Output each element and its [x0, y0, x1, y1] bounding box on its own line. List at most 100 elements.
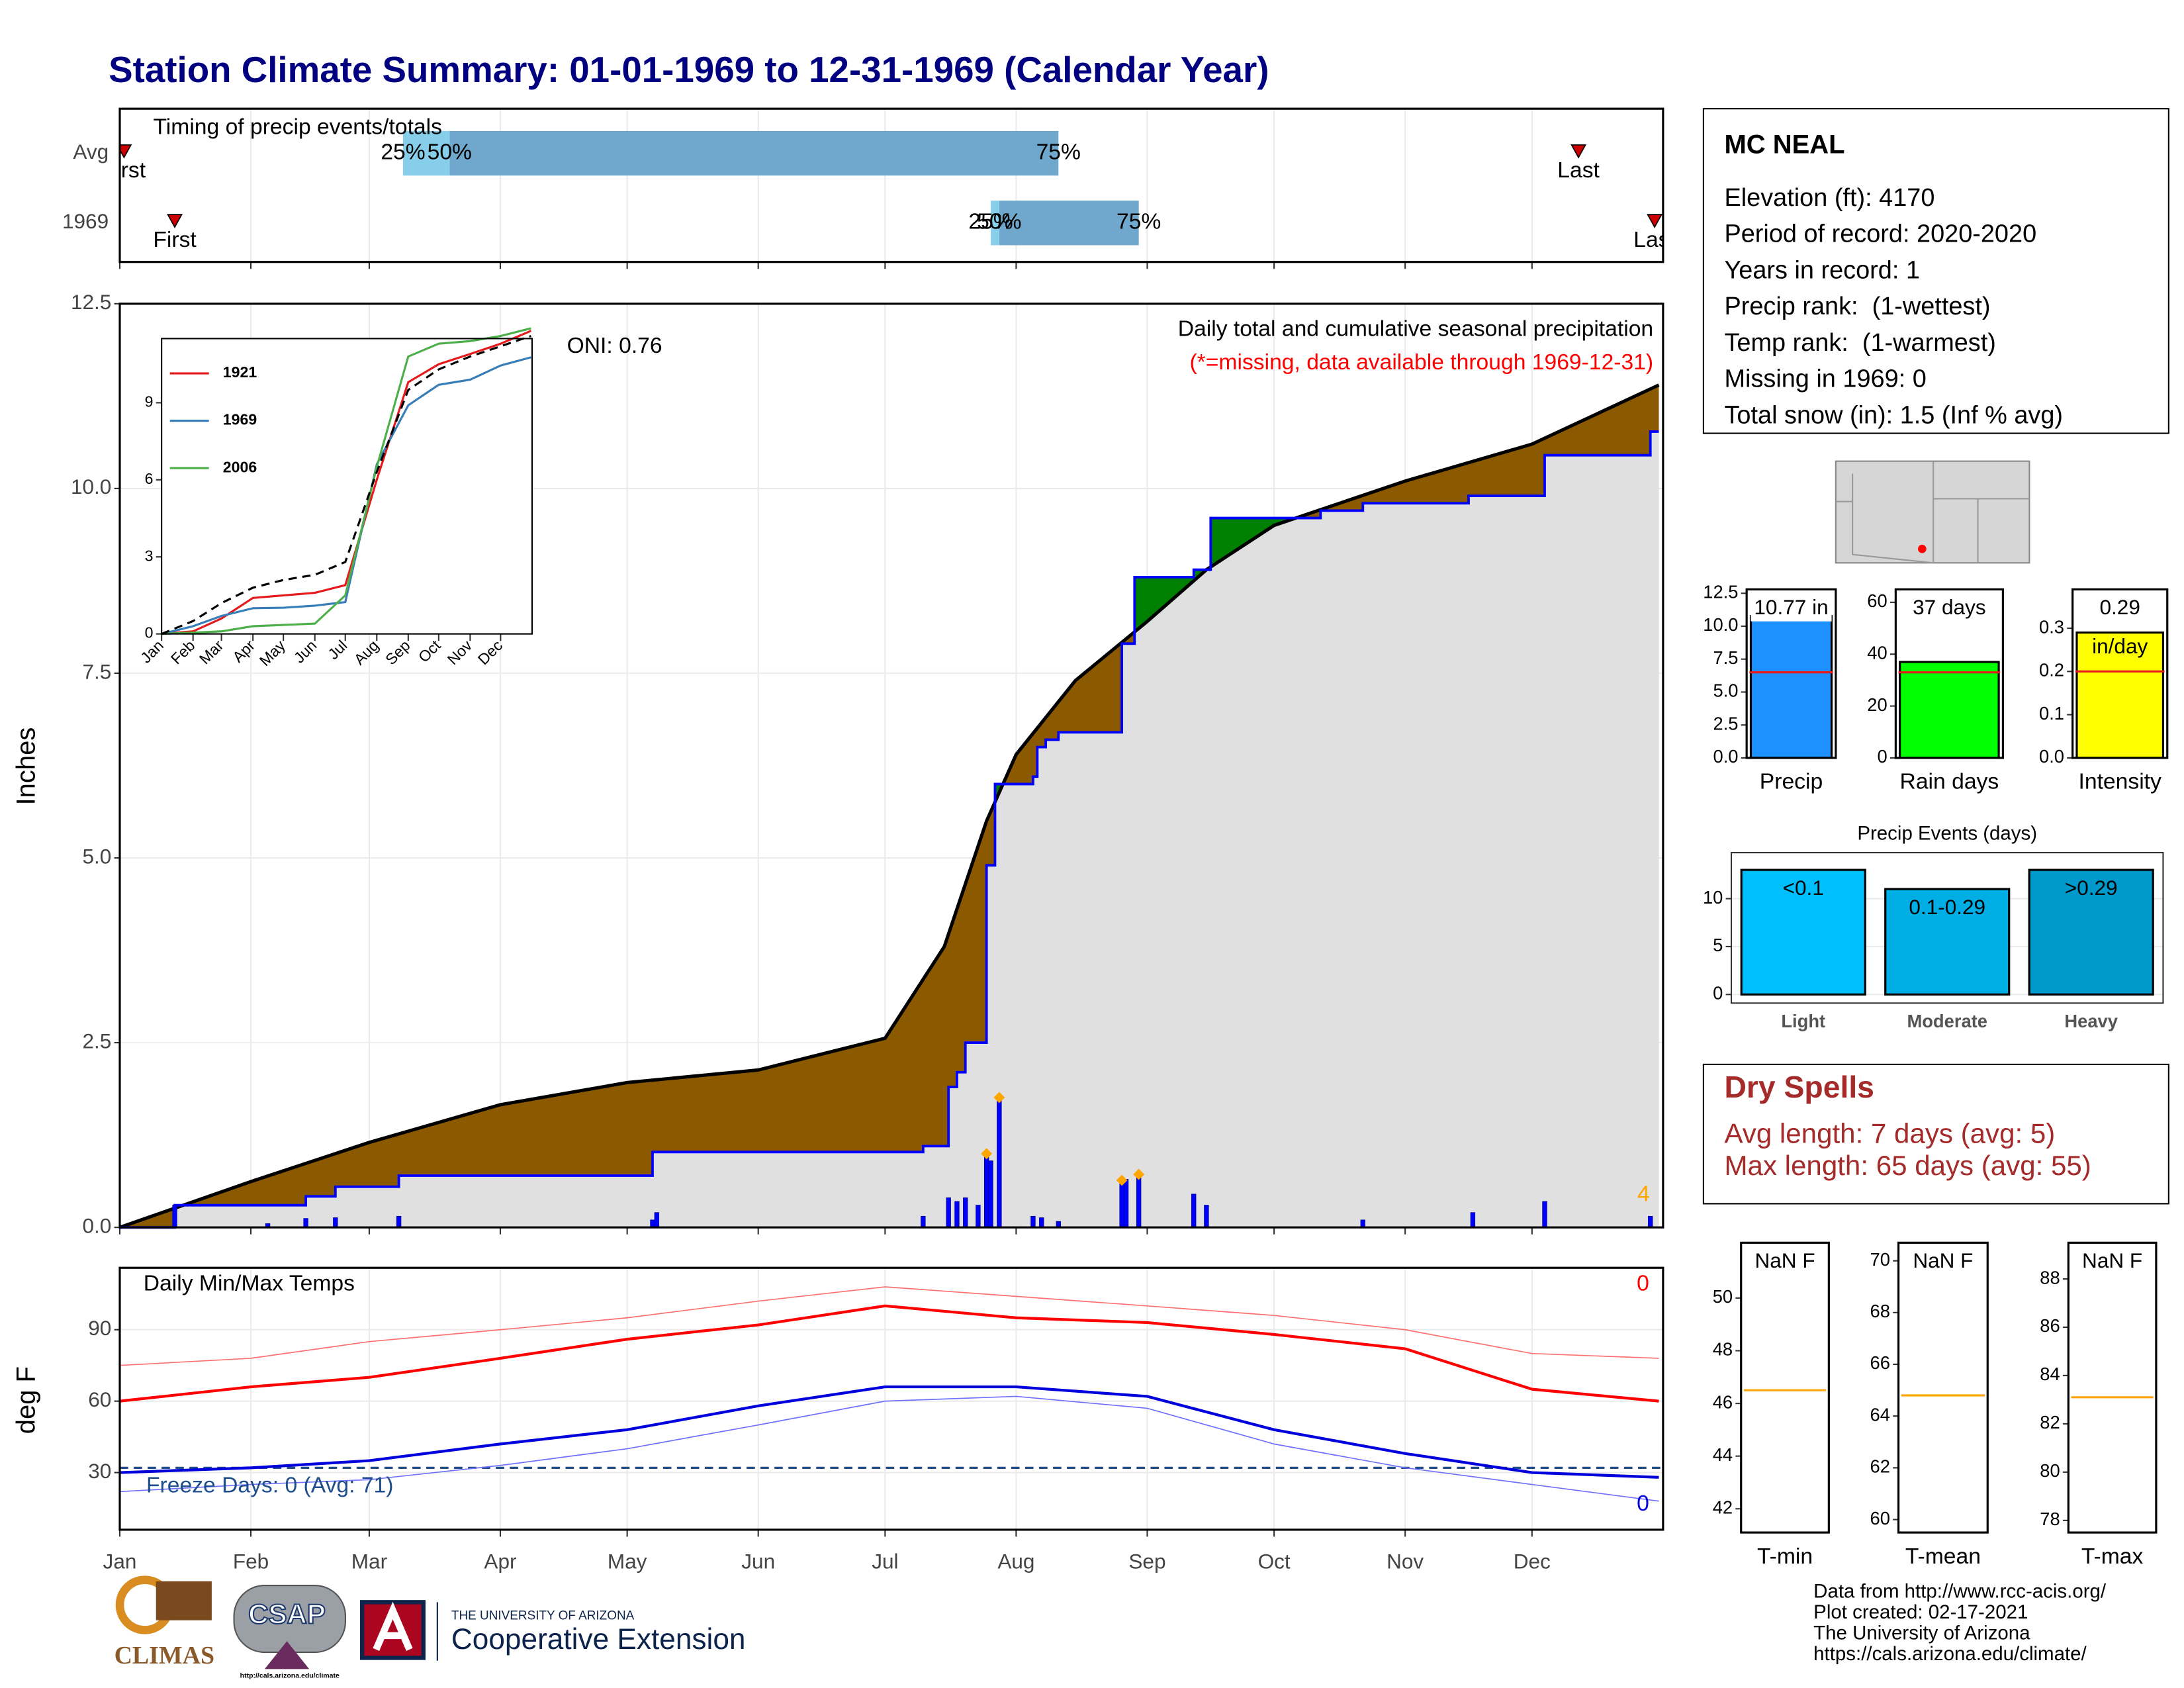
y-tick-label: 2.5 [83, 1029, 112, 1053]
category-label: T-max [2081, 1544, 2144, 1569]
extension-text: Cooperative Extension [451, 1623, 746, 1656]
y-tick-label: 62 [1870, 1456, 1890, 1477]
station-dot [1918, 544, 1927, 553]
category-label: Moderate [1907, 1011, 1987, 1031]
y-tick-label: 0 [145, 624, 154, 641]
annotation: Daily Min/Max Temps [144, 1271, 355, 1295]
panel-border [118, 107, 1664, 263]
panel-border [2071, 588, 2169, 759]
y-tick-label: 86 [2040, 1315, 2060, 1336]
text-line: Temp rank: (1-warmest) [1724, 329, 1995, 357]
value-label-bg [2076, 593, 2163, 622]
daily-bar [988, 1160, 993, 1228]
daily-bar [172, 1205, 177, 1228]
category-label: T-min [1757, 1544, 1813, 1569]
annotation: ONI: 0.76 [567, 334, 662, 358]
x-tick-label: Jun [741, 1550, 775, 1573]
y-tick-label: 0.0 [2039, 746, 2064, 767]
event-label: Last [1633, 228, 1676, 252]
text-line: Precip rank: (1-wettest) [1724, 293, 1990, 320]
ua-text: THE UNIVERSITY OF ARIZONA [451, 1609, 635, 1622]
daily-bar [1360, 1219, 1365, 1228]
x-tick-label: Feb [233, 1550, 269, 1573]
daily-bar [1191, 1194, 1197, 1228]
y-tick-label: 2.5 [1713, 713, 1739, 733]
value-label: 0.29 [2099, 595, 2140, 619]
cumulative-line [119, 383, 1660, 1229]
y-tick-label: 0.0 [83, 1214, 112, 1238]
y-tick-label: 48 [1713, 1339, 1733, 1360]
quartile-bar-low [403, 130, 450, 176]
quartile-bar-high [449, 130, 1059, 176]
text-line: Plot created: 02-17-2021 [1813, 1601, 2028, 1623]
bar-label: >0.29 [2065, 876, 2118, 900]
y-tick-label: 10.0 [1703, 614, 1738, 635]
y-tick-label: 90 [88, 1316, 111, 1340]
panel-border [1894, 588, 2004, 759]
daily-bar [650, 1219, 655, 1228]
panel [2068, 1243, 2156, 1533]
y-tick-label: 84 [2040, 1364, 2060, 1384]
panel [1741, 1243, 1829, 1533]
footer: Data from http://www.rcc-acis.org/Plot c… [1813, 1580, 2107, 1665]
value-label: NaN F [2082, 1248, 2142, 1272]
value-label-bg [1745, 1246, 1825, 1275]
climas-text: CLIMAS [114, 1642, 215, 1669]
y-tick-label: 0.3 [2039, 616, 2064, 637]
x-tick-label: Aug [997, 1550, 1034, 1573]
legend-label: 2006 [223, 458, 257, 475]
y-tick-label: 82 [2040, 1412, 2060, 1432]
x-tick-label: Jan [103, 1550, 137, 1573]
bar [1749, 615, 1833, 759]
value-label-bg [1899, 593, 1999, 622]
panel-border [118, 303, 1664, 1229]
bar [1899, 661, 2000, 759]
row-label: 1969 [62, 209, 109, 233]
value-label: NaN F [1754, 1248, 1815, 1272]
event-label: First [103, 158, 146, 183]
bar [1740, 868, 1866, 996]
value-label: 10.77 in [1754, 595, 1828, 619]
daily-bar [976, 1205, 981, 1228]
station-lines: Elevation (ft): 4170 Period of record: 20… [1724, 184, 2063, 429]
y-tick-label: 12.5 [71, 290, 111, 314]
y-tick-label: 42 [1713, 1497, 1733, 1517]
x-tick-label: Sep [1128, 1550, 1165, 1573]
logos: CLIMAS CSAP http://cals.arizona.edu/clim… [114, 1575, 746, 1680]
y-tick-label: 80 [2040, 1460, 2060, 1481]
x-tick-label: Oct [1258, 1550, 1291, 1573]
unit-label: in/day [2092, 634, 2148, 658]
x-tick-label: Mar [351, 1550, 387, 1573]
daily-bar [1039, 1217, 1044, 1228]
daily-bar [654, 1212, 660, 1228]
location-map [1835, 460, 2030, 564]
y-tick-label: 6 [145, 470, 154, 487]
quartile-label: 25% [968, 210, 1013, 234]
y-tick-label: 0.1 [2039, 703, 2064, 724]
page-title: Station Climate Summary: 01-01-1969 to 1… [109, 49, 1269, 90]
value-label-bg [1751, 593, 1832, 622]
event-marker [1647, 214, 1663, 228]
category-label: Rain days [1900, 770, 1999, 794]
daily-bar [1542, 1201, 1547, 1228]
value-label-bg [2072, 1246, 2152, 1275]
text-line: Data from http://www.rcc-acis.org/ [1813, 1580, 2107, 1602]
daily-bar [1030, 1215, 1036, 1228]
panel-border [161, 338, 533, 635]
series-line [161, 356, 531, 635]
series-line [161, 327, 531, 635]
y-tick-label: 7.5 [1713, 647, 1739, 668]
quartile-label: 50% [428, 140, 472, 164]
quartile-label: 50% [977, 210, 1021, 234]
ua-a [373, 1601, 413, 1651]
csap-url: http://cals.arizona.edu/climate [240, 1672, 340, 1680]
series-line [119, 1395, 1659, 1502]
text-line: Total snow (in): 1.5 (Inf % avg) [1724, 401, 2063, 429]
y-tick-label: 0.0 [1713, 746, 1739, 767]
y-tick-label: 78 [2040, 1509, 2060, 1529]
panel-border [118, 1266, 1664, 1531]
daily-bar [1648, 1215, 1653, 1228]
dry-spells-title: Dry Spells [1724, 1070, 1874, 1104]
quartile-bar-low [991, 201, 999, 246]
